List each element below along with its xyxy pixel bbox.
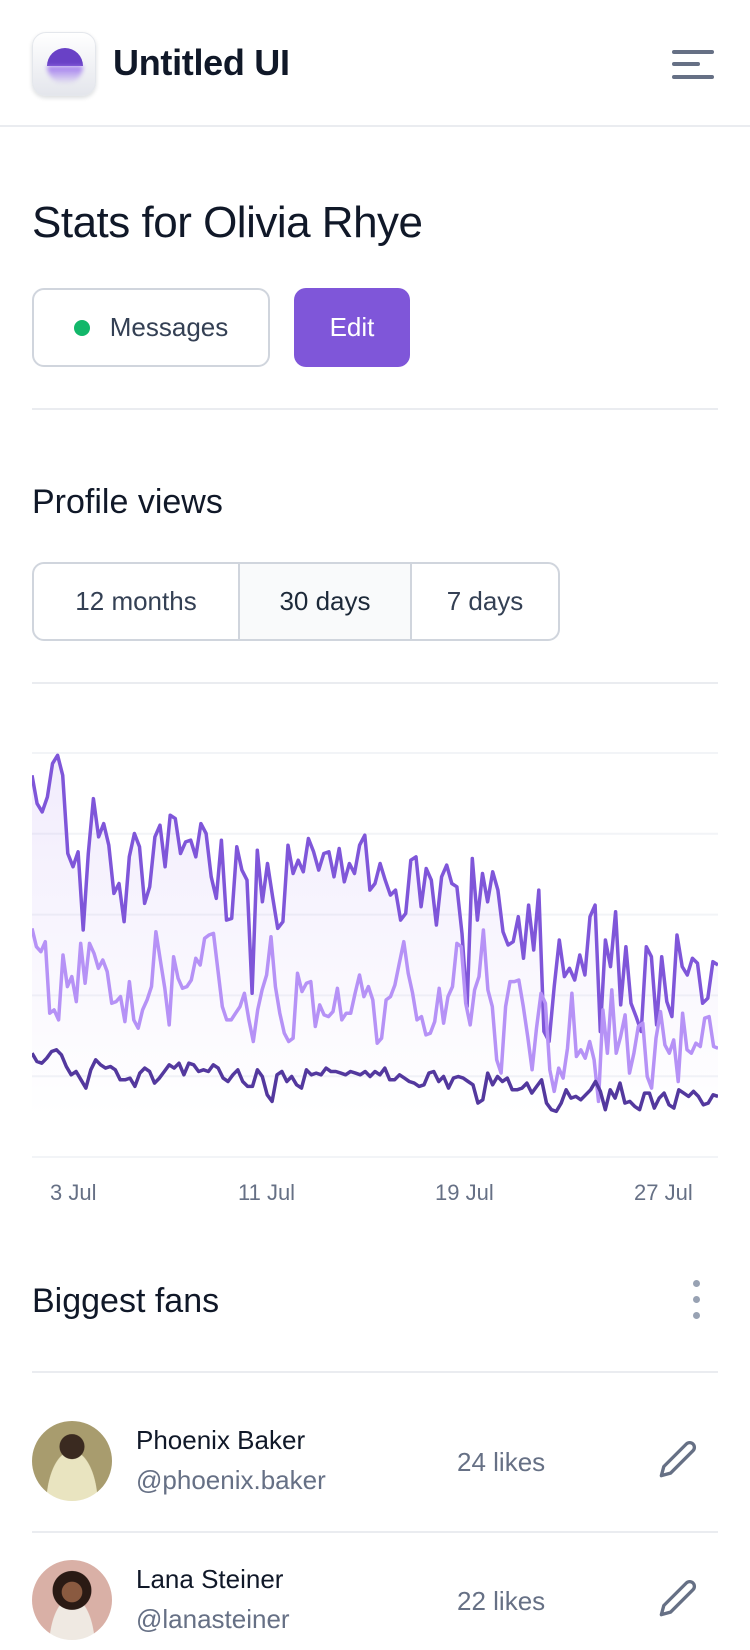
- messages-button[interactable]: Messages: [32, 288, 270, 367]
- series-1-area: [32, 755, 718, 1117]
- page-title: Stats for Olivia Rhye: [32, 198, 423, 247]
- divider: [32, 1531, 718, 1533]
- x-tick-label: 19 Jul: [435, 1180, 494, 1205]
- pencil-edit-icon[interactable]: [658, 1578, 698, 1618]
- x-tick-label: 3 Jul: [50, 1180, 97, 1205]
- divider: [32, 1371, 718, 1373]
- online-status-dot-icon: [73, 319, 90, 336]
- series-2-line: [32, 927, 718, 1104]
- brand-name: Untitled UI: [113, 42, 290, 83]
- half-circle-logo-icon[interactable]: [32, 32, 96, 96]
- hamburger-menu-icon[interactable]: [672, 46, 714, 82]
- fan-handle: @lanasteiner: [136, 1604, 290, 1634]
- fan-list-item: Phoenix Baker @phoenix.baker 24 likes: [32, 1421, 718, 1511]
- series-3-line: [32, 1048, 718, 1114]
- range-30-days[interactable]: 30 days: [238, 564, 410, 639]
- x-tick-label: 27 Jul: [634, 1180, 693, 1205]
- fan-name: Lana Steiner: [136, 1564, 284, 1594]
- fan-name: Phoenix Baker: [136, 1425, 306, 1455]
- x-tick-label: 11 Jul: [238, 1180, 296, 1205]
- range-12-months[interactable]: 12 months: [75, 586, 197, 616]
- divider: [32, 408, 718, 410]
- fan-likes: 22 likes: [457, 1586, 546, 1616]
- divider: [32, 682, 718, 684]
- more-options-icon[interactable]: [690, 1280, 704, 1320]
- avatar: [32, 1560, 112, 1640]
- range-7-days[interactable]: 7 days: [410, 564, 558, 639]
- top-nav: Untitled UI: [0, 0, 750, 127]
- pencil-edit-icon[interactable]: [658, 1439, 698, 1479]
- profile-views-chart: [32, 752, 718, 1158]
- edit-button[interactable]: Edit: [294, 288, 410, 367]
- range-segmented-control: 12 months 30 days 7 days: [32, 562, 560, 641]
- profile-views-heading: Profile views: [32, 483, 223, 521]
- avatar: [32, 1421, 112, 1501]
- fan-likes: 24 likes: [457, 1447, 546, 1477]
- messages-label: Messages: [109, 312, 229, 342]
- series-1-line: [32, 753, 718, 1044]
- fan-handle: @phoenix.baker: [136, 1465, 326, 1495]
- biggest-fans-heading: Biggest fans: [32, 1282, 220, 1320]
- fan-list-item: Lana Steiner @lanasteiner 22 likes: [32, 1560, 718, 1650]
